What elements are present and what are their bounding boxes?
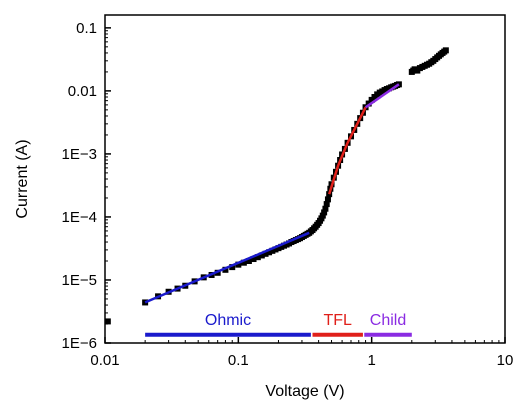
data-point xyxy=(323,201,330,208)
fit-line-tfl xyxy=(328,106,367,195)
data-point xyxy=(326,191,333,198)
data-point xyxy=(321,209,328,216)
y-tick-label: 0.01 xyxy=(68,83,97,100)
y-axis-title: Current (A) xyxy=(14,139,31,218)
data-point xyxy=(245,258,252,264)
data-point xyxy=(324,196,331,203)
x-tick-label: 0.01 xyxy=(90,352,119,369)
data-point xyxy=(262,250,269,257)
data-points xyxy=(104,47,449,325)
y-tick-label: 1E−5 xyxy=(62,272,97,289)
region-label-tfl: TFL xyxy=(323,312,352,329)
y-axis-ticks: 1E−6 1E−5 1E−4 1E−3 0.01 0.1 xyxy=(62,20,111,352)
data-point xyxy=(442,47,449,54)
y-tick-label: 1E−3 xyxy=(62,146,97,163)
fit-line-ohmic xyxy=(144,231,310,304)
region-label-child: Child xyxy=(370,312,406,329)
y-tick-label: 1E−6 xyxy=(62,335,97,352)
data-point xyxy=(222,266,229,273)
plot-frame xyxy=(104,14,506,344)
x-tick-label: 1 xyxy=(367,352,375,369)
x-tick-label: 0.1 xyxy=(228,352,249,369)
data-point xyxy=(240,259,247,266)
data-point xyxy=(322,205,329,212)
x-axis-title: Voltage (V) xyxy=(265,383,344,400)
data-point xyxy=(235,261,242,268)
data-point xyxy=(104,318,111,325)
region-label-ohmic: Ohmic xyxy=(205,312,251,329)
data-point xyxy=(229,264,236,271)
data-point xyxy=(258,252,265,259)
x-axis-ticks: 0.01 0.1 1 10 xyxy=(90,337,513,369)
fit-lines-overlay xyxy=(144,83,400,304)
data-point xyxy=(266,249,273,256)
y-tick-label: 1E−4 xyxy=(62,209,97,226)
data-point xyxy=(250,256,257,263)
data-point xyxy=(319,212,326,219)
data-point xyxy=(365,100,372,107)
data-point xyxy=(362,104,369,111)
y-tick-label: 0.1 xyxy=(76,20,97,37)
x-tick-label: 10 xyxy=(497,352,514,369)
data-point xyxy=(254,254,261,261)
fit-line-child xyxy=(364,83,400,109)
region-bars: Ohmic TFL Child xyxy=(145,312,412,337)
data-point xyxy=(269,247,276,254)
